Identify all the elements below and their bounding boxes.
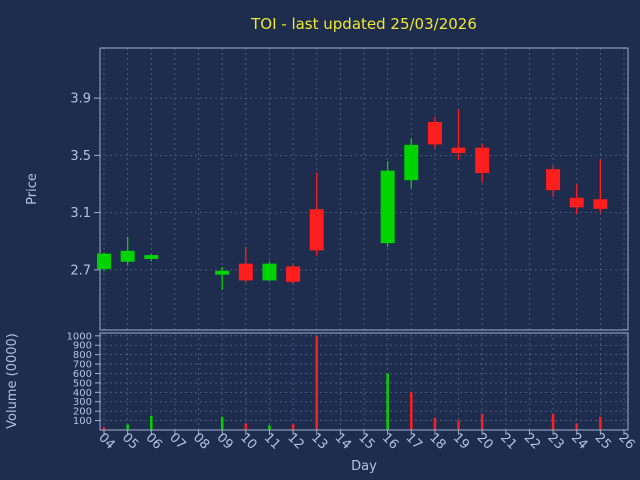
candle-body (238, 263, 253, 281)
price-tick-label: 3.1 (70, 206, 91, 221)
candle-body (120, 250, 135, 262)
volume-tick-label: 1000 (67, 331, 92, 342)
candle-body (309, 209, 324, 251)
volume-tick-label: 400 (73, 388, 92, 399)
candle-body (475, 147, 490, 174)
candle-body (144, 255, 159, 259)
volume-tick-label: 300 (73, 397, 92, 408)
candle-body (451, 147, 466, 153)
candle-body (427, 121, 442, 145)
candle-body (380, 170, 395, 244)
price-tick-label: 3.9 (70, 92, 91, 107)
volume-tick-label: 600 (73, 369, 92, 380)
candle-body (593, 199, 608, 209)
price-panel-frame (99, 47, 629, 331)
volume-axis-label: Volume (0000) (5, 333, 20, 429)
candle-body (97, 253, 111, 269)
price-axis-label: Price (25, 173, 40, 205)
volume-tick-label: 500 (73, 378, 92, 389)
candle-body (286, 266, 301, 282)
chart-title: TOI - last updated 25/03/2026 (250, 15, 477, 33)
volume-tick-label: 800 (73, 350, 92, 361)
volume-panel-frame (99, 332, 629, 431)
price-tick-label: 2.7 (70, 263, 91, 278)
volume-tick-label: 200 (73, 407, 92, 418)
x-axis-label: Day (351, 459, 377, 474)
volume-tick-label: 900 (73, 341, 92, 352)
candle-body (404, 144, 419, 181)
candle-body (569, 197, 584, 208)
price-tick-label: 3.5 (70, 149, 91, 164)
volume-tick-label: 700 (73, 360, 92, 371)
candle-body (215, 270, 230, 275)
candle-body (262, 263, 277, 281)
candle-body (546, 169, 561, 191)
volume-tick-label: 100 (73, 416, 92, 427)
